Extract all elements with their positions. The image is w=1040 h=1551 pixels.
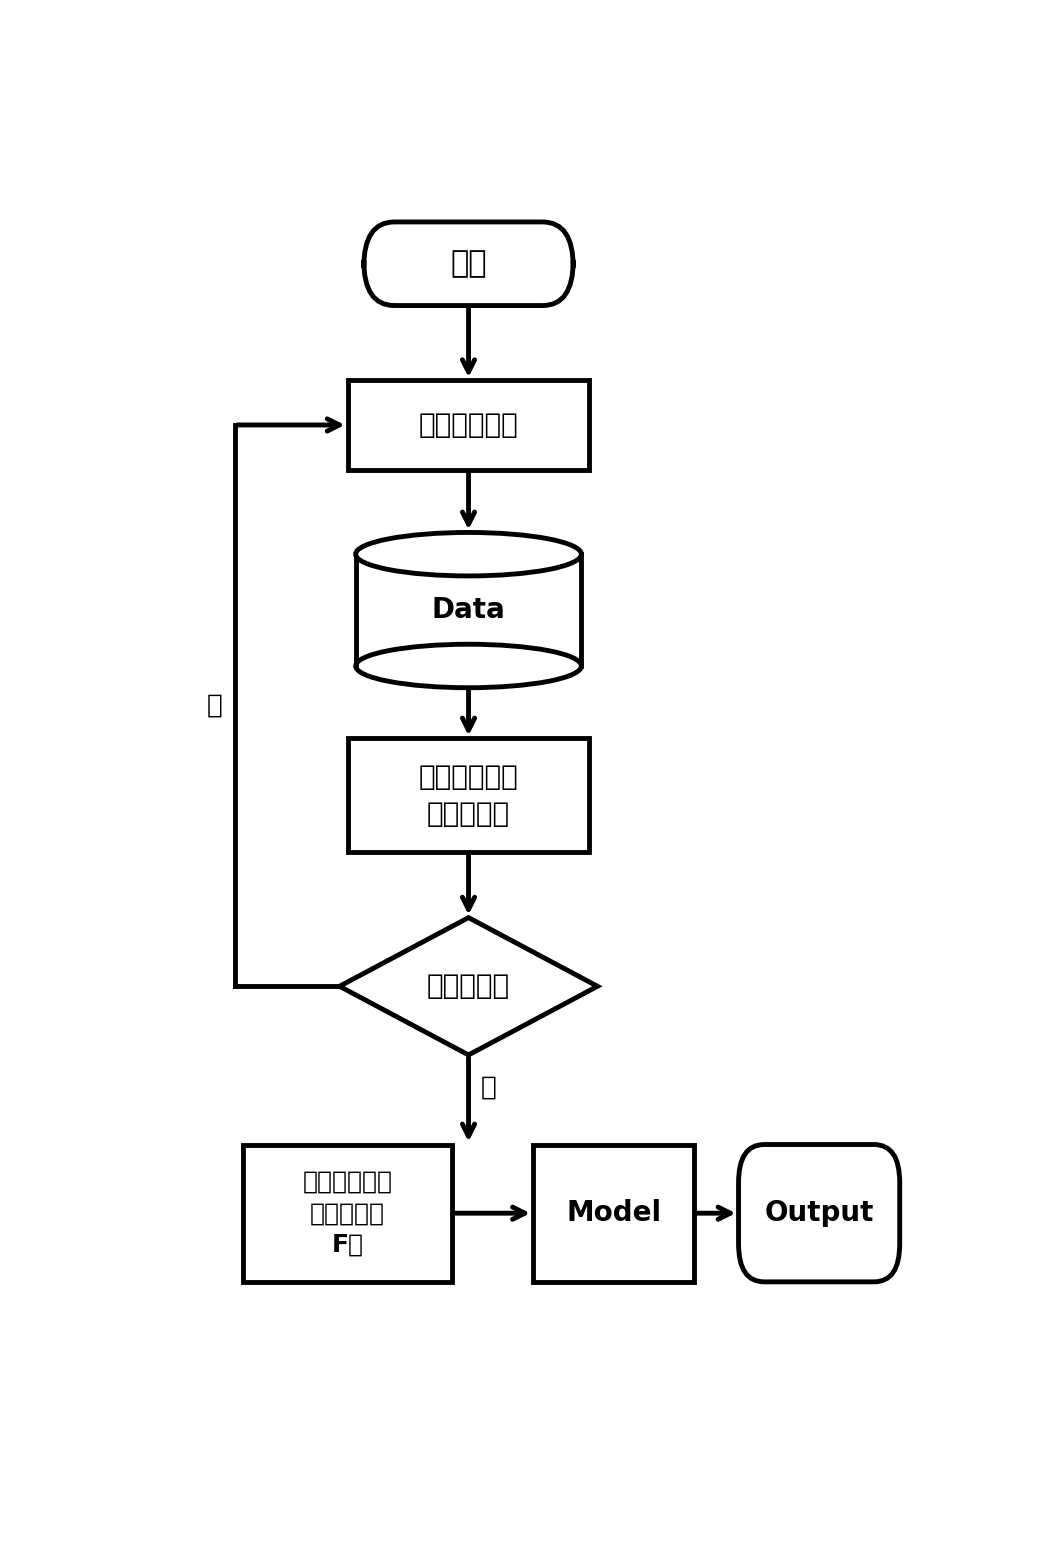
Bar xyxy=(347,380,590,470)
Text: Output: Output xyxy=(764,1199,874,1227)
Text: 是: 是 xyxy=(480,1075,497,1101)
FancyBboxPatch shape xyxy=(738,1145,900,1281)
Polygon shape xyxy=(339,918,597,1055)
Bar xyxy=(347,738,590,851)
Text: Model: Model xyxy=(566,1199,661,1227)
Text: 数据处理（聚
类得到分布
F）: 数据处理（聚 类得到分布 F） xyxy=(303,1169,393,1256)
Bar xyxy=(243,1145,452,1281)
FancyBboxPatch shape xyxy=(364,222,573,306)
Text: 开始: 开始 xyxy=(450,250,487,278)
Text: 是否输出？: 是否输出？ xyxy=(427,972,510,1000)
Text: Data: Data xyxy=(432,596,505,624)
Bar xyxy=(534,1145,695,1281)
Ellipse shape xyxy=(356,644,581,687)
Ellipse shape xyxy=(356,532,581,575)
Bar xyxy=(356,554,581,665)
Text: 否: 否 xyxy=(207,693,223,718)
Text: 收集多元数据: 收集多元数据 xyxy=(419,411,518,439)
Text: 应用加权蓄水
池采样算法: 应用加权蓄水 池采样算法 xyxy=(419,763,518,828)
